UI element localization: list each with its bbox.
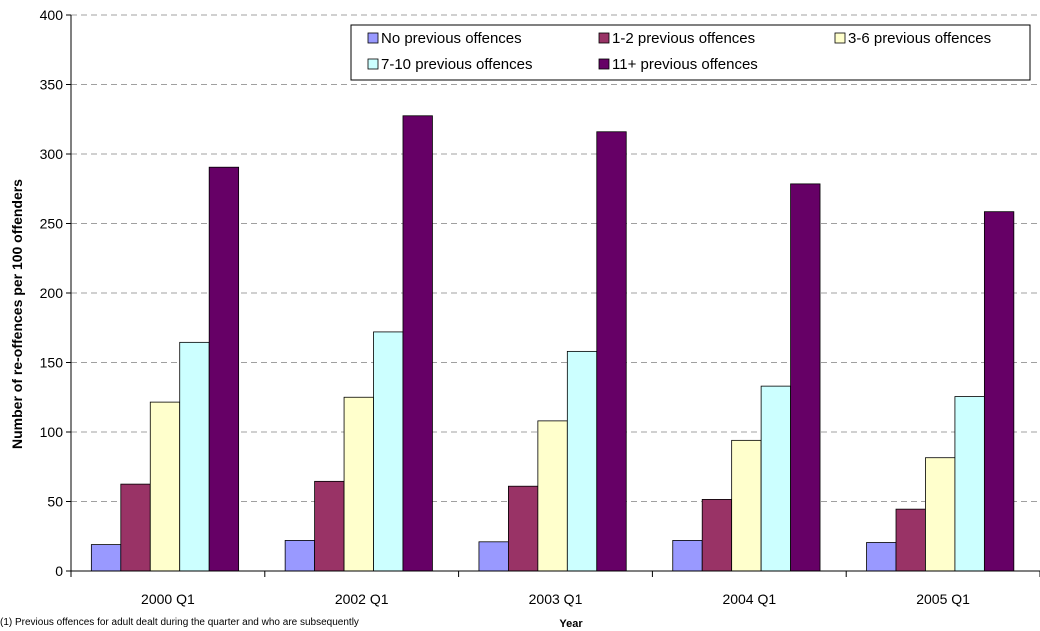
legend-swatch [834,32,846,44]
bars [90,115,1015,572]
legend-label: 1-2 previous offences [612,30,755,47]
bar [314,480,345,572]
y-tick-label: 150 [40,355,64,371]
legend-swatch [367,58,379,70]
legend-label: 7-10 previous offences [381,56,533,73]
bar [208,166,240,572]
legend-label: 11+ previous offences [612,56,758,73]
x-axis-title: Year [559,618,583,630]
y-tick-label: 250 [40,216,64,232]
x-tick-label: 2005 Q1 [916,591,970,607]
bar [790,183,821,572]
bar [179,341,210,572]
legend-swatch [598,58,610,70]
bar [983,211,1015,572]
legend-box [350,24,1031,81]
y-tick-labels: 0 50 100 150 200 250 300 350 400 [40,7,64,579]
y-tick-label: 100 [40,424,64,440]
legend-label: 3-6 previous offences [848,30,991,47]
bar [672,540,703,572]
bar [895,508,926,572]
bar [284,540,316,572]
legend: No previous offences 1-2 previous offence… [350,24,1031,81]
x-tick-label: 2004 Q1 [722,591,776,607]
y-tick-label: 200 [40,285,64,301]
y-tick-label: 400 [40,7,64,23]
x-tick-labels: 2000 Q1 2002 Q1 2003 Q1 2004 Q1 2005 Q1 [141,591,970,607]
bar [120,483,151,572]
x-tick-label: 2000 Q1 [141,591,195,607]
bar [760,385,791,572]
bar [596,131,627,572]
axes [66,14,1040,577]
bar [149,401,181,572]
x-tick-label: 2003 Q1 [529,591,583,607]
y-axis-title: Number of re-offences per 100 offenders [9,179,25,449]
bar [373,331,404,572]
y-tick-label: 0 [55,563,63,579]
x-tick-label: 2002 Q1 [335,591,389,607]
bar [731,439,762,572]
legend-swatch [367,32,379,44]
bar [90,544,122,572]
bar [402,115,433,572]
y-tick-label: 300 [40,146,64,162]
y-tick-label: 50 [47,494,63,510]
y-tick-label: 350 [40,77,64,93]
bar [343,396,374,572]
bar [508,485,539,572]
bar [866,542,897,572]
legend-label: No previous offences [381,30,522,47]
bar [478,541,509,572]
bar [566,350,598,572]
bar [537,420,568,572]
bar [925,457,956,572]
bar [954,396,985,572]
legend-swatch [598,32,610,44]
bar [701,499,733,572]
footnote: (1) Previous offences for adult dealt du… [0,617,359,628]
